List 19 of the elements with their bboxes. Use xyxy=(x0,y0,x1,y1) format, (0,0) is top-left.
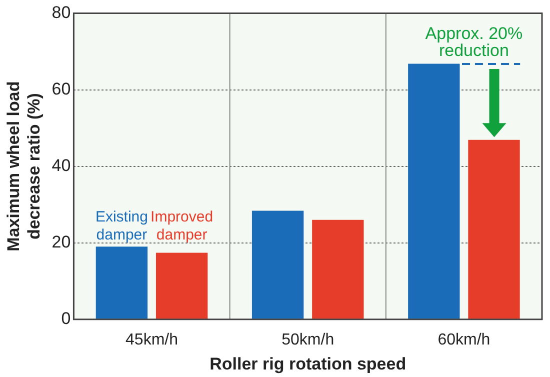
y-tick-label: 80 xyxy=(52,2,71,22)
y-tick-label: 60 xyxy=(52,79,71,98)
bar xyxy=(156,252,208,319)
y-axis-title: Maximum wheel load decrease ratio (%) xyxy=(4,81,44,252)
y-tick-label: 0 xyxy=(61,309,71,328)
x-tick-label: 50km/h xyxy=(282,331,334,348)
bar xyxy=(408,64,460,319)
x-tick-label: 60km/h xyxy=(438,331,490,348)
bar xyxy=(468,140,520,319)
bar xyxy=(312,220,364,319)
series-label: Existing damper xyxy=(95,208,148,244)
annotation: Approx. 20% reduction xyxy=(425,24,523,60)
x-axis-title: Roller rig rotation speed xyxy=(210,354,406,374)
series-label: Improved damper xyxy=(150,208,214,244)
y-tick-label: 20 xyxy=(52,232,71,252)
bar xyxy=(252,210,304,319)
y-tick-label: 40 xyxy=(52,156,71,175)
bar xyxy=(96,246,148,319)
x-tick-label: 45km/h xyxy=(126,331,178,348)
